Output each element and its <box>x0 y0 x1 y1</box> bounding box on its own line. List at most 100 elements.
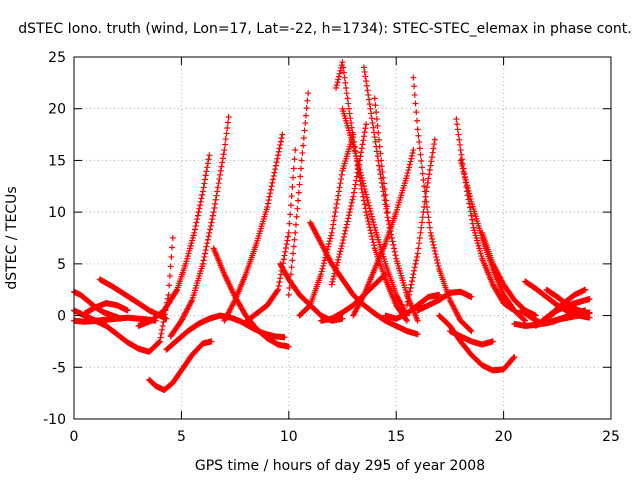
data-point <box>390 241 397 248</box>
data-point <box>425 214 432 221</box>
series-19 <box>307 219 421 338</box>
data-point <box>466 190 473 197</box>
series-30 <box>446 328 496 348</box>
data-point <box>418 158 425 165</box>
data-point <box>350 193 357 200</box>
data-point <box>211 205 218 212</box>
data-point <box>325 240 332 247</box>
data-point <box>345 212 352 219</box>
data-point <box>430 241 437 248</box>
data-point <box>194 216 201 223</box>
data-point <box>202 172 209 179</box>
data-point <box>350 144 357 151</box>
data-point <box>355 161 362 168</box>
series-2 <box>71 314 159 325</box>
data-point <box>369 216 376 223</box>
data-point <box>330 221 337 228</box>
data-point <box>420 209 427 216</box>
data-point <box>217 171 224 178</box>
data-point <box>204 240 211 247</box>
data-point <box>272 166 279 173</box>
data-point <box>295 189 302 196</box>
data-point <box>275 286 282 293</box>
data-point <box>286 220 293 227</box>
data-point <box>196 205 203 212</box>
data-point <box>365 218 372 225</box>
data-point <box>406 288 413 295</box>
data-point <box>411 91 418 98</box>
data-point <box>288 264 295 271</box>
data-point <box>468 212 475 219</box>
data-point <box>337 67 344 74</box>
data-point <box>417 151 424 158</box>
data-point <box>421 198 428 205</box>
data-point <box>431 141 438 148</box>
data-point <box>363 78 370 85</box>
data-point <box>287 271 294 278</box>
y-tick-label: 0 <box>57 309 66 325</box>
data-point <box>335 188 342 195</box>
data-point <box>297 165 304 172</box>
data-point <box>368 213 375 220</box>
data-point <box>467 196 474 203</box>
data-point <box>210 209 217 216</box>
data-point <box>369 119 376 126</box>
data-point <box>410 271 417 278</box>
data-point <box>385 217 392 224</box>
data-point <box>223 130 230 137</box>
data-point <box>464 182 471 189</box>
data-point <box>454 121 461 128</box>
data-point <box>169 244 176 251</box>
data-point <box>336 251 343 258</box>
data-point <box>206 229 213 236</box>
data-point <box>421 183 428 190</box>
data-point <box>419 214 426 221</box>
data-point <box>346 110 353 117</box>
data-point <box>337 180 344 187</box>
data-point <box>368 110 375 117</box>
data-point <box>283 241 290 248</box>
data-point <box>279 263 286 270</box>
data-point <box>360 293 367 300</box>
series-4 <box>81 300 131 317</box>
data-point <box>362 188 369 195</box>
data-point <box>358 145 365 152</box>
data-point <box>427 229 434 236</box>
data-point <box>284 237 291 244</box>
data-point <box>328 229 335 236</box>
data-point <box>275 282 282 289</box>
data-point <box>414 250 421 257</box>
data-point <box>382 271 389 278</box>
data-point <box>375 129 382 136</box>
data-point <box>582 286 589 293</box>
data-point <box>412 100 419 107</box>
data-point <box>367 227 374 234</box>
data-point <box>351 143 358 150</box>
data-point <box>353 173 360 180</box>
data-point <box>325 243 332 250</box>
data-point <box>208 338 215 345</box>
data-point <box>359 141 366 148</box>
data-point <box>469 216 476 223</box>
data-point <box>465 187 472 194</box>
series-7 <box>167 113 232 340</box>
data-point <box>378 157 385 164</box>
data-point <box>288 193 295 200</box>
data-point <box>275 148 282 155</box>
data-point <box>413 253 420 260</box>
data-point <box>282 244 289 251</box>
data-point <box>403 302 410 309</box>
data-point <box>305 90 312 97</box>
data-point <box>214 184 221 191</box>
data-point <box>157 334 164 341</box>
data-point <box>199 260 206 267</box>
data-point <box>352 181 359 188</box>
data-point <box>408 155 415 162</box>
data-point <box>406 161 413 168</box>
data-point <box>453 116 460 123</box>
data-point <box>362 125 369 132</box>
data-point <box>469 220 476 227</box>
data-point <box>403 316 410 323</box>
data-point <box>159 322 166 329</box>
data-point <box>287 278 294 285</box>
